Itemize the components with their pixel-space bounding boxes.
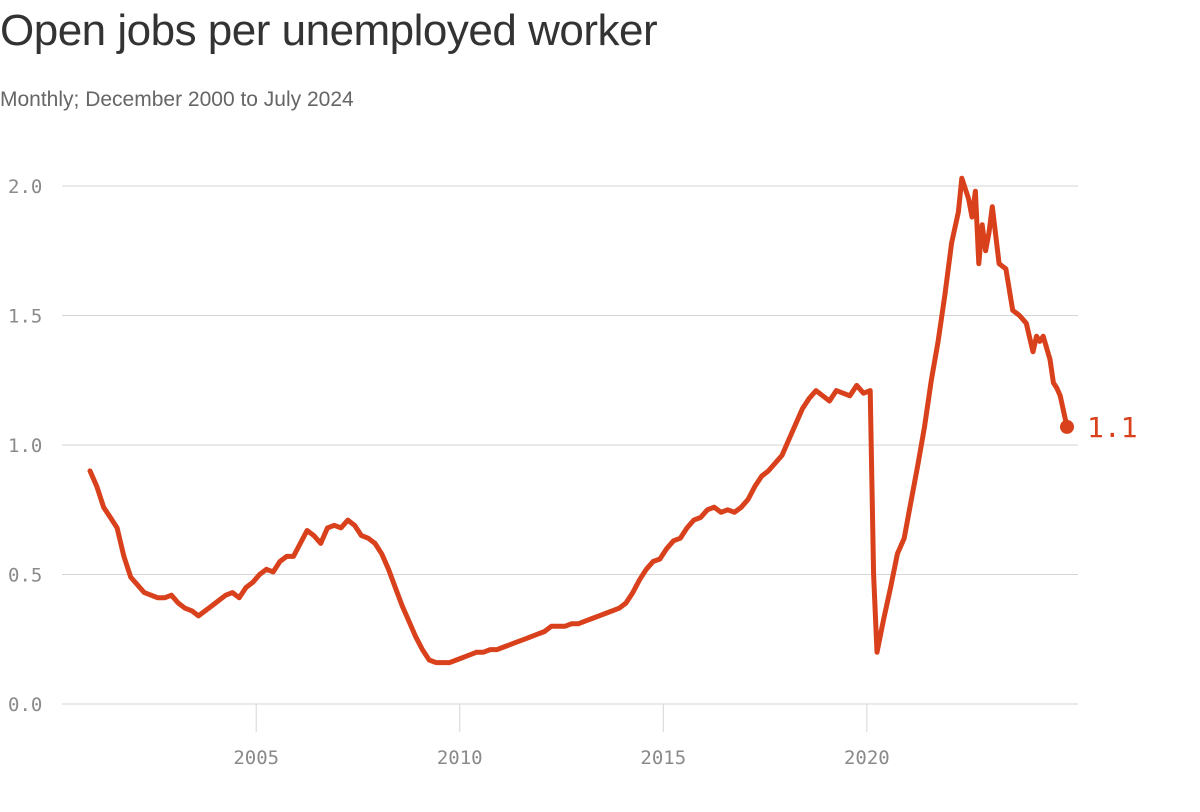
y-tick-label: 0.0 <box>8 694 42 716</box>
end-value-label: 1.1 <box>1087 411 1138 444</box>
x-tick-label: 2005 <box>233 747 279 769</box>
y-tick-label: 1.5 <box>8 306 42 328</box>
chart-title: Open jobs per unemployed worker <box>0 6 658 55</box>
gridlines <box>62 185 1078 705</box>
y-tick-label: 0.5 <box>8 565 42 587</box>
x-tick-label: 2015 <box>640 747 686 769</box>
y-tick-label: 1.0 <box>8 435 42 457</box>
x-tick-label: 2020 <box>844 747 890 769</box>
y-tick-label: 2.0 <box>8 176 42 198</box>
y-axis-ticks: 0.0 0.5 1.0 1.5 2.0 <box>8 176 42 716</box>
end-point-marker <box>1060 419 1074 434</box>
x-axis-ticks: 2005 2010 2015 2020 <box>233 704 890 769</box>
x-tick-label: 2010 <box>437 747 483 769</box>
series-line <box>87 175 1070 666</box>
chart-subtitle: Monthly; December 2000 to July 2024 <box>0 88 354 111</box>
